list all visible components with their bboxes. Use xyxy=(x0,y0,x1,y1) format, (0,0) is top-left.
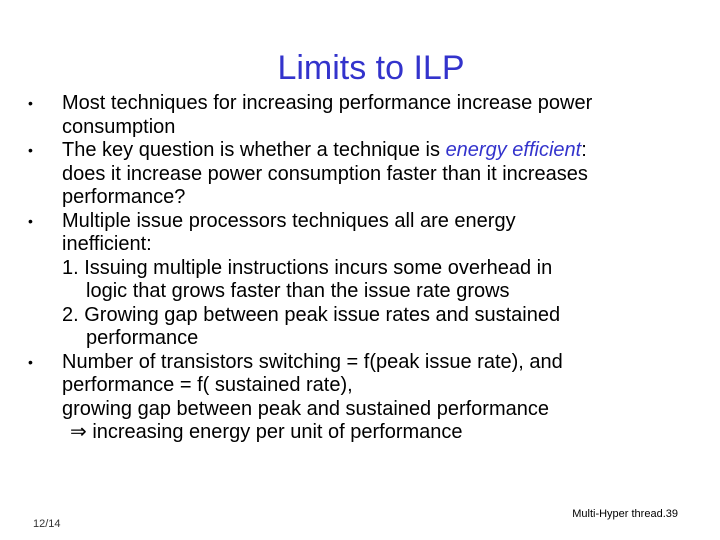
sub-item: 2. Growing gap between peak issue rates … xyxy=(62,303,561,326)
bullet-text: Most techniques for increasing performan… xyxy=(62,92,593,114)
bullet-text: performance? xyxy=(62,186,186,208)
bullet-dot-icon: • xyxy=(28,142,33,158)
bullet-text: The key question is whether a technique … xyxy=(62,139,720,163)
bullet-text: performance = f( sustained rate), xyxy=(62,374,353,396)
implies-line: ⇒ increasing energy per unit of performa… xyxy=(62,421,720,445)
footer-date: 12/14 xyxy=(33,518,61,530)
implies-text: increasing energy per unit of performanc… xyxy=(86,421,463,443)
bullet-text-pre: The key question is whether a technique … xyxy=(62,139,446,161)
bullet-text: consumption xyxy=(62,115,176,138)
bullet-item: • Number of transistors switching = f(pe… xyxy=(0,351,720,445)
bullet-item: • The key question is whether a techniqu… xyxy=(0,139,720,210)
bullet-text: Multiple issue processors techniques all… xyxy=(62,209,516,232)
bullet-text: does it increase power consumption faste… xyxy=(62,162,588,185)
bullet-dot-icon: • xyxy=(28,95,33,111)
sub-item: 1. Issuing multiple instructions incurs … xyxy=(62,256,553,279)
bullet-dot-icon: • xyxy=(28,353,33,370)
bullet-text: Number of transistors switching = f(peak… xyxy=(62,350,563,373)
bullet-text-post: : xyxy=(581,139,587,161)
bullet-text: inefficient: xyxy=(62,233,152,255)
bullet-text: growing gap between peak and sustained p… xyxy=(62,397,549,420)
slide-title: Limits to ILP xyxy=(277,49,465,87)
sub-item-continuation: logic that grows faster than the issue r… xyxy=(86,280,510,302)
implies-arrow-icon: ⇒ xyxy=(70,421,87,443)
highlight-term: energy efficient xyxy=(445,139,582,161)
bullet-item: • Most techniques for increasing perform… xyxy=(0,92,720,139)
bullet-item: • Multiple issue processors techniques a… xyxy=(0,210,720,351)
footer-slide-label: Multi-Hyper thread.39 xyxy=(572,508,678,520)
sub-item-continuation: performance xyxy=(86,327,199,349)
bullet-list: • Most techniques for increasing perform… xyxy=(0,92,720,445)
bullet-dot-icon: • xyxy=(28,212,33,229)
